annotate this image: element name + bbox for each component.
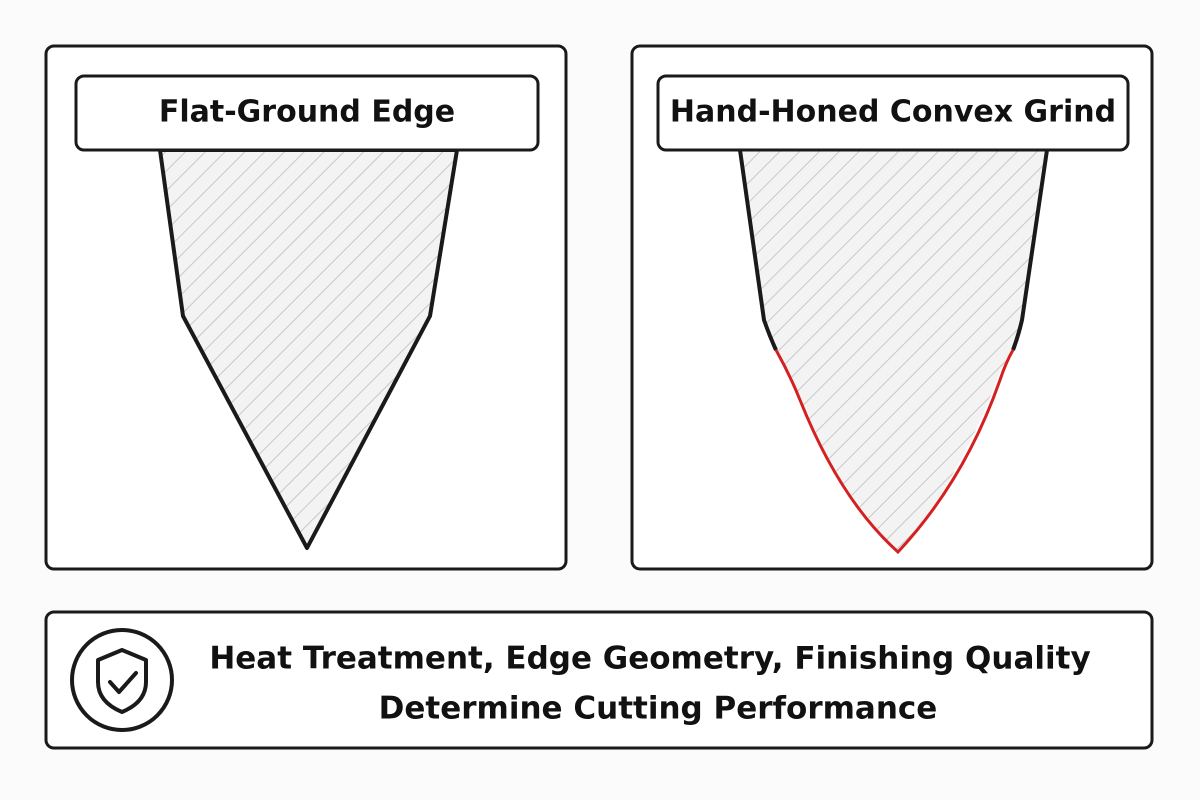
footer-text: Heat Treatment, Edge Geometry, Finishing… — [209, 641, 1090, 677]
label-box — [656, 74, 1130, 152]
convex-edge-highlight — [774, 349, 1015, 555]
convex-profile-fill — [740, 150, 1047, 552]
shield-icon — [70, 628, 174, 732]
panel-label: Flat-Ground Edge — [159, 95, 455, 130]
label-box — [74, 74, 540, 152]
panel-label: Hand-Honed Convex Grind — [670, 95, 1116, 130]
convex-profile-outline — [738, 149, 1049, 351]
footer-box — [44, 610, 1154, 750]
footer-text: Determine Cutting Performance — [379, 691, 938, 727]
